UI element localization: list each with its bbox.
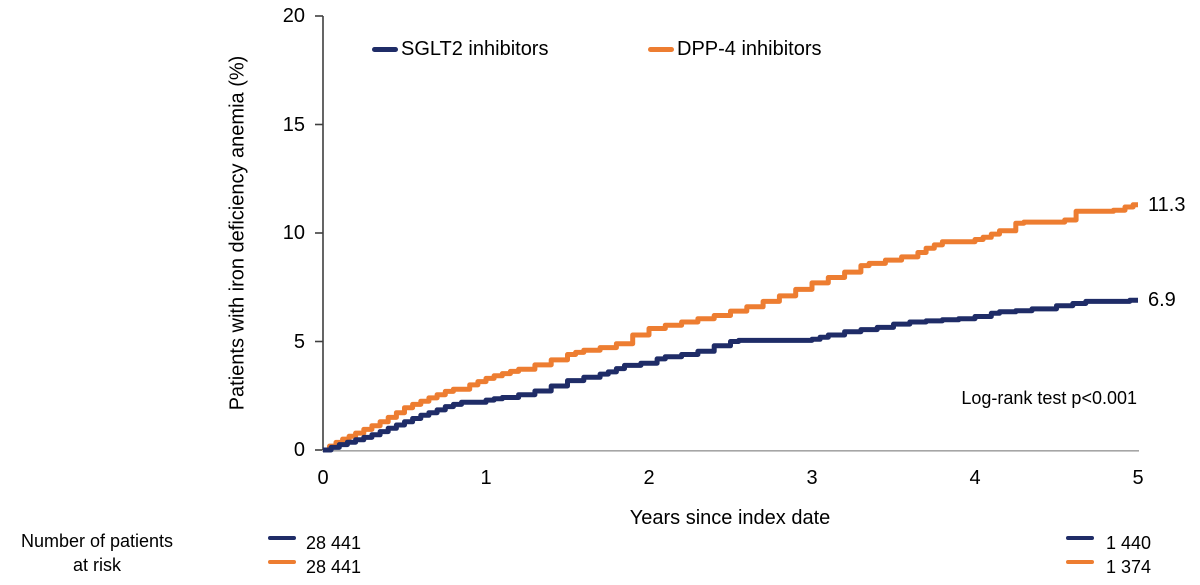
x-tick-label-0: 0 (317, 467, 329, 489)
x-tick-label-5: 5 (1132, 467, 1144, 489)
curve-dpp-4 (323, 202, 1138, 453)
x-tick-label-4: 4 (969, 467, 981, 489)
y-tick-label-0: 0 (293, 439, 305, 461)
y-tick-label-10: 10 (282, 222, 305, 244)
x-axis-title: Years since index date (629, 507, 831, 529)
legend-label-sglt2: SGLT2 inhibitors (401, 37, 549, 60)
dpp4-legend-dash-icon (648, 46, 674, 52)
y-tick-label-15: 15 (282, 113, 305, 136)
risk-table-caption-line1: Number of patients (20, 531, 174, 551)
sglt2-risk-dash-end-icon (1066, 536, 1094, 540)
curve-sglt2 (323, 297, 1138, 453)
y-tick-label-20: 20 (282, 5, 305, 27)
sglt2-legend-dash-icon (372, 46, 398, 52)
x-tick-label-2: 2 (643, 467, 655, 489)
y-tick-label-5: 5 (293, 330, 305, 353)
risk-count-sglt2-start: 28 441 (306, 533, 362, 553)
legend-item-sglt2: SGLT2 inhibitors (372, 37, 548, 61)
dpp4-risk-dash-icon (268, 560, 296, 564)
legend-label-dpp4: DPP-4 inhibitors (677, 37, 822, 60)
y-axis-title: Patients with iron deficiency anemia (%) (226, 55, 249, 411)
x-tick-label-1: 1 (480, 467, 492, 489)
risk-count-sglt2-end: 1 440 (1106, 533, 1152, 553)
risk-count-dpp4-end: 1 374 (1106, 557, 1152, 577)
dpp4-end-value-label: 11.3 (1148, 193, 1186, 216)
risk-table-caption-line2: at risk (72, 555, 121, 575)
dpp4-risk-dash-end-icon (1066, 560, 1094, 564)
sglt2-risk-dash-icon (268, 536, 296, 540)
x-tick-label-3: 3 (806, 467, 818, 489)
survival-curves (323, 202, 1138, 453)
legend-item-dpp4: DPP-4 inhibitors (648, 37, 822, 61)
risk-count-dpp4-start: 28 441 (306, 557, 362, 577)
axes (315, 15, 1139, 452)
risk-table-caption: Number of patients at risk (2, 529, 192, 577)
sglt2-end-value-label: 6.9 (1148, 289, 1176, 312)
log-rank-annotation: Log-rank test p<0.001 (961, 388, 1137, 408)
